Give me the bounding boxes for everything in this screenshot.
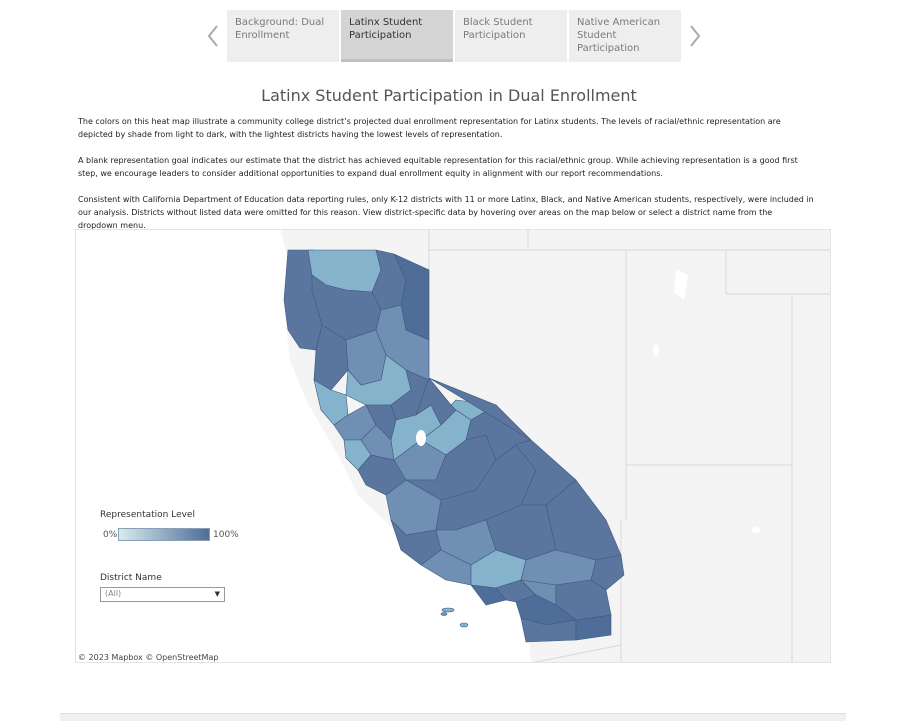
legend-max-label: 100% — [213, 530, 239, 540]
story-navigation: Background: Dual Enrollment Latinx Stude… — [204, 10, 708, 62]
district-polygons[interactable] — [283, 249, 625, 643]
page-title: Latinx Student Participation in Dual Enr… — [261, 86, 637, 105]
map-attribution: © 2023 Mapbox © OpenStreetMap — [78, 653, 219, 662]
legend-title: Representation Level — [100, 510, 195, 520]
next-arrow-icon[interactable] — [686, 22, 704, 50]
previous-arrow-icon[interactable] — [204, 22, 222, 50]
viz-toolbar — [60, 713, 846, 721]
tab-native-american-student-participation[interactable]: Native American Student Participation — [569, 10, 681, 62]
lakes — [416, 270, 760, 533]
district-area[interactable] — [459, 622, 469, 628]
district-area[interactable] — [440, 612, 448, 616]
district-name-dropdown[interactable]: (All) ▼ — [100, 587, 225, 602]
tab-black-student-participation[interactable]: Black Student Participation — [455, 10, 567, 62]
district-dropdown-value: (All) — [105, 589, 122, 598]
district-area[interactable] — [575, 614, 612, 641]
description-paragraph-goal: A blank representation goal indicates ou… — [78, 156, 798, 178]
legend-color-ramp — [118, 528, 210, 541]
district-filter-label: District Name — [100, 573, 162, 583]
district-area[interactable] — [590, 554, 625, 591]
district-area[interactable] — [428, 377, 532, 441]
state-borders — [428, 230, 830, 662]
description-paragraph-data-rules: Consistent with California Department of… — [78, 195, 814, 230]
dropdown-arrow-icon: ▼ — [214, 590, 220, 598]
district-area[interactable] — [441, 607, 455, 613]
tab-background-dual-enrollment[interactable]: Background: Dual Enrollment — [227, 10, 339, 62]
tab-latinx-student-participation[interactable]: Latinx Student Participation — [341, 10, 453, 62]
description-paragraph-colors: The colors on this heat map illustrate a… — [78, 117, 781, 139]
legend-min-label: 0% — [103, 530, 118, 540]
